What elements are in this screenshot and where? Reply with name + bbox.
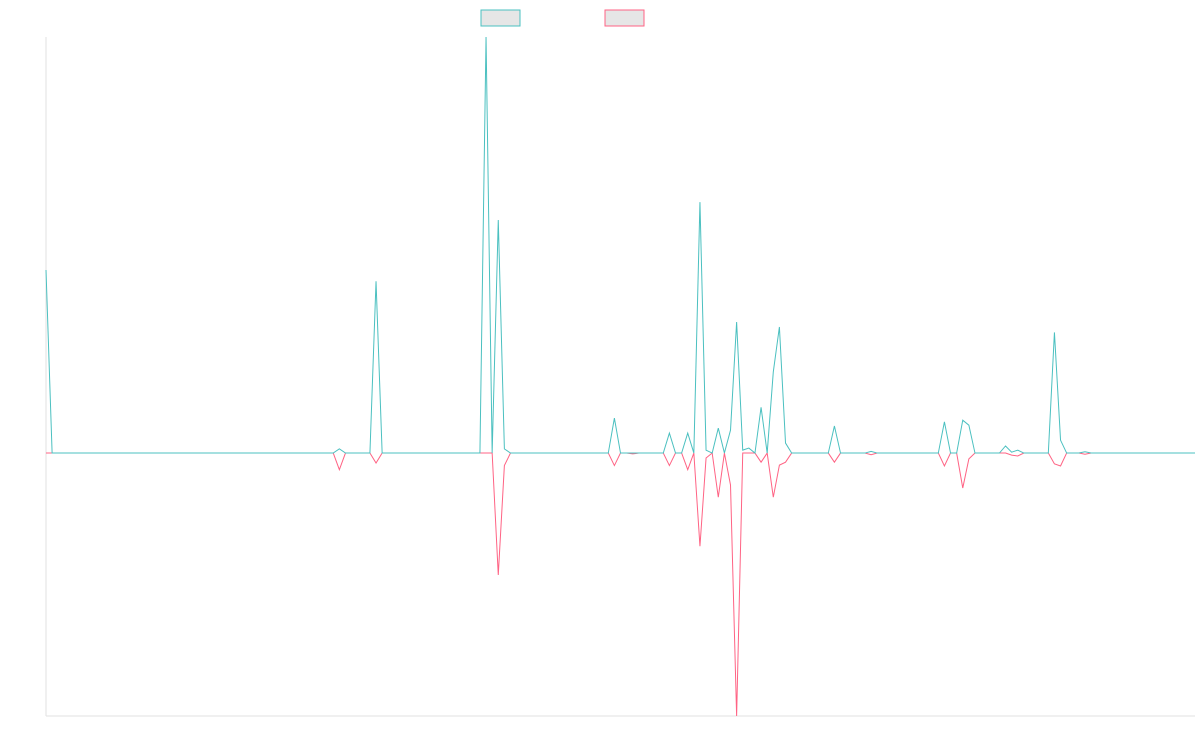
legend-swatch [604,9,645,27]
series-line [45,36,1195,455]
series-line [46,451,1195,717]
legend-swatch [480,9,521,27]
